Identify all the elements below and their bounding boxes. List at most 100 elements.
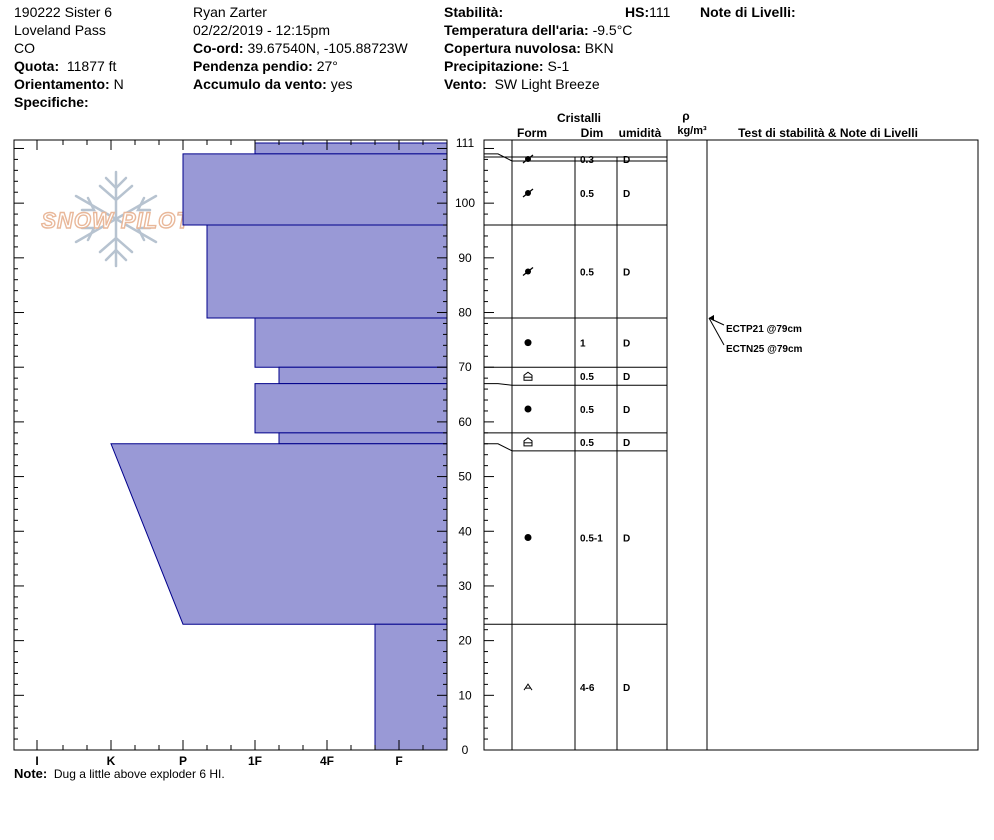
snowflake-icon	[74, 170, 158, 268]
slope-label: Pendenza pendio:	[193, 58, 313, 74]
aspect-label: Orientamento:	[14, 76, 110, 92]
air-temp-value: -9.5°C	[592, 22, 633, 38]
hardness-layer-bar	[182, 153, 448, 226]
hardness-layer-bar	[110, 443, 448, 625]
cloud-label: Copertura nuvolosa:	[444, 40, 581, 56]
crystal-size: 0.5	[580, 372, 594, 383]
tests-header: Test di stabilità & Note di Livelli	[738, 126, 918, 140]
hardness-axis: I K P 1F 4F F	[35, 140, 424, 768]
wind-loading-row: Accumulo da vento: yes	[193, 75, 408, 93]
faceted-outline	[523, 437, 533, 447]
aspect-row: Orientamento: N	[14, 75, 124, 93]
faceted-crystal-icon	[523, 371, 533, 381]
stability-tests: ECTP21 @79cm ECTN25 @79cm	[708, 314, 803, 355]
stability-label: Stabilità:	[444, 4, 504, 20]
hardness-tick-label: 1F	[248, 754, 262, 768]
height-tick-label: 111	[456, 136, 475, 150]
crystal-moisture: D	[623, 438, 630, 449]
height-tick-label: 20	[458, 634, 472, 648]
specifics-label: Specifiche:	[14, 94, 89, 110]
header-col2: Ryan Zarter 02/22/2019 - 12:15pm Co-ord:…	[193, 3, 408, 93]
density-symbol: ρ	[682, 109, 689, 123]
hardness-layer-bar	[254, 317, 448, 368]
wind-loading-label: Accumulo da vento:	[193, 76, 327, 92]
wind-value: SW Light Breeze	[494, 76, 600, 92]
air-temp-label: Temperatura dell'aria:	[444, 22, 589, 38]
hardness-layer-bar	[278, 366, 448, 385]
wind-label: Vento:	[444, 76, 487, 92]
note-label: Note:	[14, 766, 48, 781]
moisture-header: umidità	[619, 126, 662, 140]
elevation-label: Quota:	[14, 58, 60, 74]
header-col4: Note di Livelli:	[700, 3, 796, 21]
elevation-row: Quota: 11877 ft	[14, 57, 124, 75]
state: CO	[14, 40, 35, 56]
stability-test-label: ECTN25 @79cm	[726, 344, 803, 355]
precip-stroke	[522, 267, 534, 277]
stability-test-label: ECTP21 @79cm	[726, 324, 802, 335]
precip-stroke	[522, 154, 534, 164]
elevation-value: 11877 ft	[66, 58, 117, 74]
hardness-layer-bar	[278, 432, 448, 445]
faceted-outline	[523, 371, 533, 381]
precip-row: Precipitazione: S-1	[444, 57, 632, 75]
rounded-grain-icon	[524, 339, 532, 347]
crystal-moisture: D	[623, 268, 630, 279]
layer-connector	[484, 153, 513, 162]
precip-stroke	[522, 188, 534, 198]
hardness-tick-label: 4F	[320, 754, 334, 768]
coord-value: 39.67540N, -105.88723W	[247, 40, 408, 56]
precip-particle-icon	[522, 188, 534, 198]
layer-connector	[484, 383, 513, 386]
air-temp-row: Temperatura dell'aria: -9.5°C	[444, 21, 632, 39]
observer: Ryan Zarter	[193, 4, 267, 20]
header-col3: Stabilità: Temperatura dell'aria: -9.5°C…	[444, 3, 632, 93]
precip-particle-icon	[522, 267, 534, 277]
cloud-row: Copertura nuvolosa: BKN	[444, 39, 632, 57]
snowpilot-logo: SNOW PILOT	[41, 170, 191, 268]
size-header: Dim	[581, 126, 604, 140]
slope-row: Pendenza pendio: 27°	[193, 57, 408, 75]
layer-notes-label: Note di Livelli:	[700, 4, 796, 20]
height-tick-label: 100	[455, 196, 475, 210]
stability-arrow-icon	[709, 314, 714, 321]
crystal-size: 1	[580, 339, 586, 350]
wind-loading-value: yes	[330, 76, 353, 92]
height-tick-label: 0	[462, 743, 469, 757]
crystal-size: 0.5	[580, 189, 594, 200]
crystal-moisture: D	[623, 405, 630, 416]
faceted-crystal-icon	[523, 437, 533, 447]
hardness-layer-bar	[206, 224, 448, 319]
rounded-grain-icon	[524, 534, 532, 542]
height-tick-label: 70	[458, 360, 472, 374]
height-tick-label: 10	[458, 688, 472, 702]
wind-row: Vento: SW Light Breeze	[444, 75, 632, 93]
height-tick-label: 80	[458, 306, 472, 320]
crystal-moisture: D	[623, 683, 630, 694]
coord-row: Co-ord: 39.67540N, -105.88723W	[193, 39, 408, 57]
height-tick-label: 50	[458, 470, 472, 484]
hardness-layer-bar	[254, 383, 448, 434]
height-tick-label: 40	[458, 524, 472, 538]
note-text: Dug a little above exploder 6 HI.	[53, 767, 225, 781]
form-header: Form	[517, 126, 547, 140]
precip-particle-icon	[522, 154, 534, 164]
crystal-moisture: D	[623, 534, 630, 545]
logo-text: SNOW PILOT	[41, 208, 191, 233]
stability-row: Stabilità:	[444, 3, 632, 21]
hs-value: 111	[649, 4, 671, 20]
note-row: Note: Dug a little above exploder 6 HI.	[14, 766, 225, 781]
height-tick-label: 90	[458, 251, 472, 265]
crystal-size: 4-6	[580, 683, 595, 694]
precip-label: Precipitazione:	[444, 58, 544, 74]
aspect-value: N	[113, 76, 124, 92]
layer-connector	[484, 443, 513, 452]
header-col1: 190222 Sister 6 Loveland Pass CO Quota: …	[14, 3, 124, 111]
location: Loveland Pass	[14, 22, 106, 38]
coord-label: Co-ord:	[193, 40, 244, 56]
rounded-grain-icon	[524, 405, 532, 413]
datetime: 02/22/2019 - 12:15pm	[193, 22, 330, 38]
height-tick-label: 60	[458, 415, 472, 429]
